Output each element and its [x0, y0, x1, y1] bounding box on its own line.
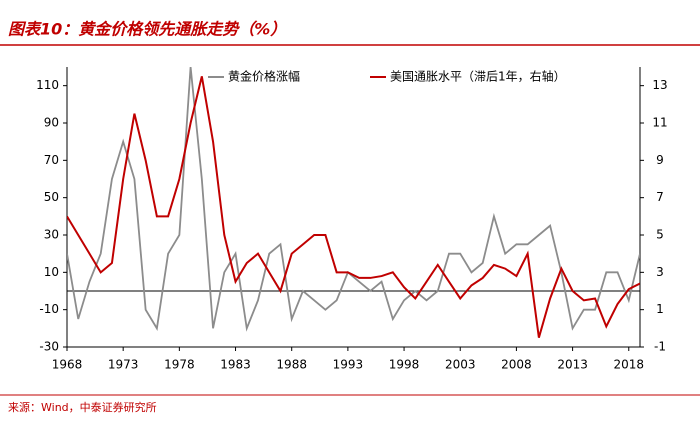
x-tick-label: 2003 [445, 358, 476, 372]
legend-label: 美国通胀水平（滞后1年，右轴） [390, 69, 566, 84]
x-tick-label: 1983 [220, 358, 251, 372]
y-tick-label: 10 [44, 265, 59, 279]
y-tick-label: -10 [39, 302, 59, 316]
x-tick-label: 1993 [333, 358, 364, 372]
y-tick-label: 50 [44, 190, 59, 204]
y2-tick-label: 13 [652, 78, 667, 92]
x-tick-label: 1988 [276, 358, 307, 372]
x-tick-label: 2008 [501, 358, 532, 372]
chart-title: 图表10：黄金价格领先通胀走势（%） [8, 20, 286, 39]
legend-label: 黄金价格涨幅 [228, 69, 300, 84]
y2-tick-label: 7 [656, 190, 664, 204]
x-tick-label: 2013 [557, 358, 588, 372]
x-tick-label: 1968 [52, 358, 83, 372]
y2-tick-label: 3 [656, 265, 664, 279]
source: 来源：Wind，中泰证券研究所 [8, 400, 157, 414]
y2-tick-label: -1 [654, 340, 666, 354]
y-tick-label: 70 [44, 153, 59, 167]
y2-tick-label: 11 [652, 116, 667, 130]
y-tick-label: 110 [36, 78, 59, 92]
x-tick-label: 2018 [613, 358, 644, 372]
y-tick-label: -30 [39, 340, 59, 354]
y-tick-label: 30 [44, 228, 59, 242]
y2-tick-label: 1 [656, 302, 664, 316]
y-tick-label: 90 [44, 116, 59, 130]
x-tick-label: 1973 [108, 358, 139, 372]
series-line [67, 76, 640, 338]
y2-tick-label: 9 [656, 153, 664, 167]
x-tick-label: 1978 [164, 358, 195, 372]
series-line [67, 67, 640, 332]
x-tick-label: 1998 [389, 358, 420, 372]
y2-tick-label: 5 [656, 228, 664, 242]
